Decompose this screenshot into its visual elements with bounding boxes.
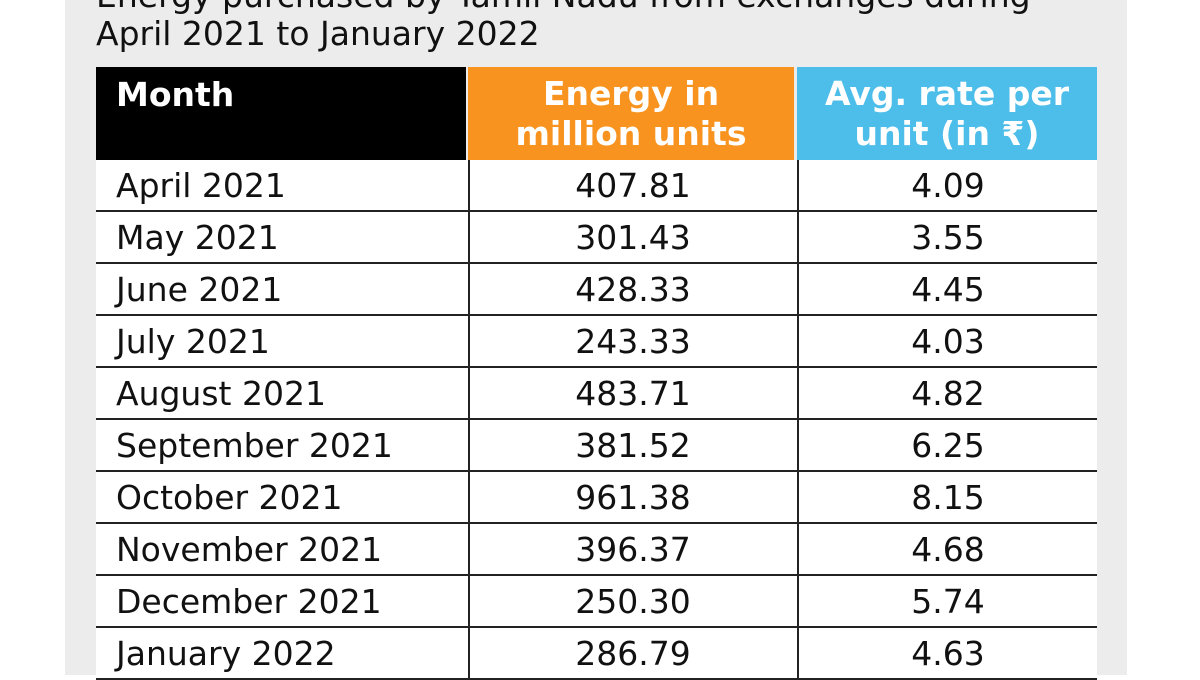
table-cell: August 2021 [116,373,326,413]
header-cell: Avg. rate per unit (in ₹) [797,67,1097,160]
table-row: June 2021 428.33 4.45 [96,264,1097,316]
table-cell: 961.38 [468,472,796,522]
table-cell: 8.15 [797,472,1097,522]
table-cell: 4.82 [797,368,1097,418]
header-cell: Month [96,67,466,160]
table-cell: 396.37 [468,524,796,574]
table-cell: 4.03 [797,316,1097,366]
table-cell: 5.74 [797,576,1097,626]
title-line: Energy purchased by Tamil Nadu from exch… [96,0,1031,15]
table-row: December 2021 250.30 5.74 [96,576,1097,628]
table-cell: 301.43 [468,212,796,262]
table-cell: 243.33 [468,316,796,366]
table-row: September 2021 381.52 6.25 [96,420,1097,472]
table-cell: June 2021 [116,269,283,309]
table-cell: 3.55 [797,212,1097,262]
table-row: November 2021 396.37 4.68 [96,524,1097,576]
table-cell: 428.33 [468,264,796,314]
table-cell: 407.81 [468,160,796,210]
table-cell: 4.68 [797,524,1097,574]
table-cell: 6.25 [797,420,1097,470]
table-cell: July 2021 [116,321,270,361]
table-row: October 2021 961.38 8.15 [96,472,1097,524]
table-cell: 250.30 [468,576,796,626]
table-cell: 286.79 [468,628,796,678]
table-cell: 483.71 [468,368,796,418]
table-cell: November 2021 [116,529,383,569]
table-cell: 4.63 [797,628,1097,678]
table-row: January 2022 286.79 4.63 [96,628,1097,680]
table-cell: 4.09 [797,160,1097,210]
table-row: August 2021 483.71 4.82 [96,368,1097,420]
table-cell: 4.45 [797,264,1097,314]
header-cell: Energy in million units [468,67,794,160]
table-cell: January 2022 [116,633,336,673]
table-cell: 381.52 [468,420,796,470]
table-cell: October 2021 [116,477,343,517]
table-cell: April 2021 [116,165,286,205]
table-row: April 2021 407.81 4.09 [96,160,1097,212]
table-row: May 2021 301.43 3.55 [96,212,1097,264]
title-line: April 2021 to January 2022 [96,14,540,53]
table-cell: September 2021 [116,425,393,465]
table-row: July 2021 243.33 4.03 [96,316,1097,368]
table-cell: May 2021 [116,217,279,257]
table-cell: December 2021 [116,581,382,621]
